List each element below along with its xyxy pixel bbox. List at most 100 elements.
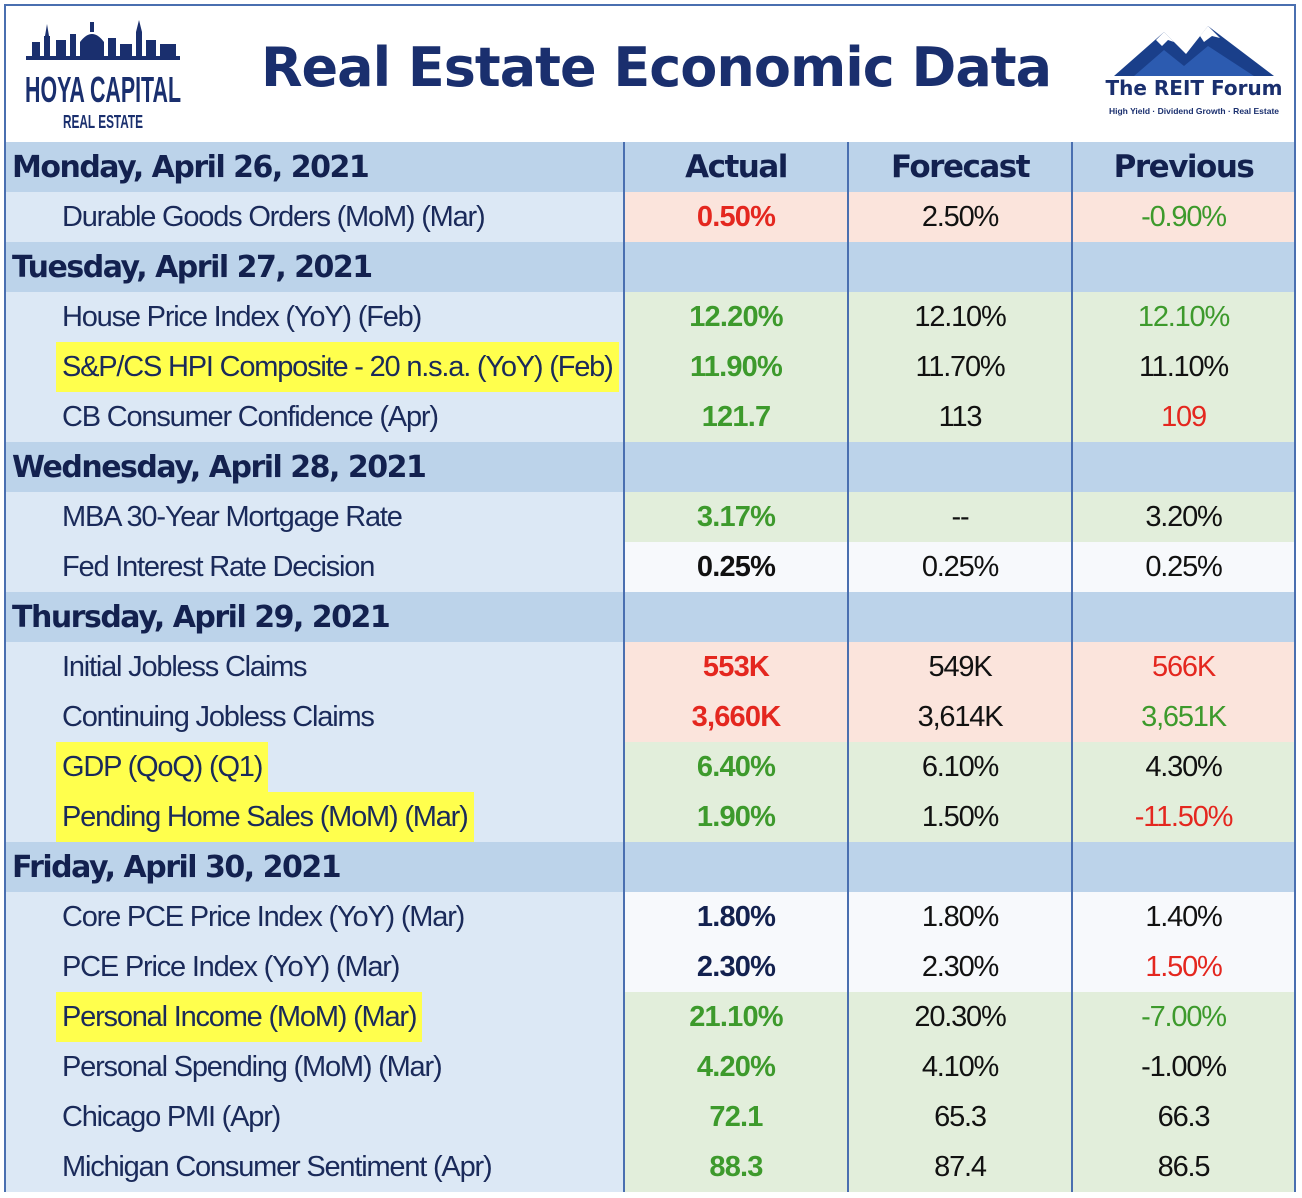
previous-value: 3.20% bbox=[1072, 492, 1294, 542]
previous-value: 86.5 bbox=[1072, 1142, 1294, 1192]
day-label: Friday, April 30, 2021 bbox=[6, 842, 625, 892]
indicator-name: Chicago PMI (Apr) bbox=[6, 1092, 625, 1142]
hoya-capital-logo: HOYA CAPITAL REAL ESTATE bbox=[25, 20, 181, 132]
column-header-forecast: Forecast bbox=[848, 142, 1073, 192]
day-label: Monday, April 26, 2021 bbox=[6, 142, 625, 192]
table-row: Personal Spending (MoM) (Mar) 4.20% 4.10… bbox=[6, 1042, 1294, 1092]
forecast-value: 2.50% bbox=[848, 192, 1073, 242]
forecast-value: -- bbox=[848, 492, 1073, 542]
reit-forum-name: The REIT Forum bbox=[1105, 76, 1283, 100]
table-row: PCE Price Index (YoY) (Mar) 2.30% 2.30% … bbox=[6, 942, 1294, 992]
column-header-actual: Actual bbox=[624, 142, 849, 192]
indicator-name: House Price Index (YoY) (Feb) bbox=[6, 292, 625, 342]
actual-value: 2.30% bbox=[624, 942, 849, 992]
indicator-name: Personal Income (MoM) (Mar) bbox=[6, 992, 625, 1042]
calendar-frame: HOYA CAPITAL REAL ESTATE Real Estate Eco… bbox=[4, 4, 1296, 1192]
indicator-name: Continuing Jobless Claims bbox=[6, 692, 625, 742]
forecast-value: 65.3 bbox=[848, 1092, 1073, 1142]
previous-value: 3,651K bbox=[1072, 692, 1294, 742]
forecast-value: 4.10% bbox=[848, 1042, 1073, 1092]
indicator-name: Initial Jobless Claims bbox=[6, 642, 625, 692]
indicator-name: PCE Price Index (YoY) (Mar) bbox=[6, 942, 625, 992]
previous-value: 1.50% bbox=[1072, 942, 1294, 992]
hoya-logo-line1: HOYA CAPITAL bbox=[25, 69, 181, 110]
forecast-value: 549K bbox=[848, 642, 1073, 692]
day-header-row: Wednesday, April 28, 2021 bbox=[6, 442, 1294, 492]
previous-value: 1.40% bbox=[1072, 892, 1294, 942]
indicator-name: Michigan Consumer Sentiment (Apr) bbox=[6, 1142, 625, 1192]
page-title: Real Estate Economic Data bbox=[260, 36, 1052, 99]
forecast-value: 6.10% bbox=[848, 742, 1073, 792]
table-row: House Price Index (YoY) (Feb) 12.20% 12.… bbox=[6, 292, 1294, 342]
forecast-value: 0.25% bbox=[848, 542, 1073, 592]
day-header-row: Friday, April 30, 2021 bbox=[6, 842, 1294, 892]
actual-value: 1.90% bbox=[624, 792, 849, 842]
indicator-name: Durable Goods Orders (MoM) (Mar) bbox=[6, 192, 625, 242]
previous-value: 66.3 bbox=[1072, 1092, 1294, 1142]
day-header-row: Monday, April 26, 2021 Actual Forecast P… bbox=[6, 142, 1294, 192]
reit-forum-logo: The REIT Forum High Yield · Dividend Gro… bbox=[1104, 20, 1284, 130]
actual-value: 3,660K bbox=[624, 692, 849, 742]
previous-value: 4.30% bbox=[1072, 742, 1294, 792]
table-row: Core PCE Price Index (YoY) (Mar) 1.80% 1… bbox=[6, 892, 1294, 942]
actual-value: 4.20% bbox=[624, 1042, 849, 1092]
actual-value: 72.1 bbox=[624, 1092, 849, 1142]
indicator-name: MBA 30-Year Mortgage Rate bbox=[6, 492, 625, 542]
forecast-value: 12.10% bbox=[848, 292, 1073, 342]
actual-value: 0.25% bbox=[624, 542, 849, 592]
day-label: Thursday, April 29, 2021 bbox=[6, 592, 625, 642]
table-row: Chicago PMI (Apr) 72.1 65.3 66.3 bbox=[6, 1092, 1294, 1142]
day-label: Tuesday, April 27, 2021 bbox=[6, 242, 625, 292]
previous-value: -0.90% bbox=[1072, 192, 1294, 242]
table-row: Michigan Consumer Sentiment (Apr) 88.3 8… bbox=[6, 1142, 1294, 1192]
forecast-value: 113 bbox=[848, 392, 1073, 442]
reit-forum-tagline: High Yield · Dividend Growth · Real Esta… bbox=[1108, 106, 1280, 116]
table-row: MBA 30-Year Mortgage Rate 3.17% -- 3.20% bbox=[6, 492, 1294, 542]
indicator-name: Fed Interest Rate Decision bbox=[6, 542, 625, 592]
actual-value: 11.90% bbox=[624, 342, 849, 392]
actual-value: 121.7 bbox=[624, 392, 849, 442]
mountain-icon bbox=[1114, 26, 1274, 76]
previous-value: -11.50% bbox=[1072, 792, 1294, 842]
forecast-value: 3,614K bbox=[848, 692, 1073, 742]
actual-value: 6.40% bbox=[624, 742, 849, 792]
indicator-name: Pending Home Sales (MoM) (Mar) bbox=[6, 792, 625, 842]
day-header-row: Tuesday, April 27, 2021 bbox=[6, 242, 1294, 292]
indicator-name: Personal Spending (MoM) (Mar) bbox=[6, 1042, 625, 1092]
header: HOYA CAPITAL REAL ESTATE Real Estate Eco… bbox=[6, 6, 1294, 144]
forecast-value: 20.30% bbox=[848, 992, 1073, 1042]
hoya-logo-line2: REAL ESTATE bbox=[63, 112, 143, 132]
table-row: CB Consumer Confidence (Apr) 121.7 113 1… bbox=[6, 392, 1294, 442]
column-header-previous: Previous bbox=[1072, 142, 1294, 192]
indicator-name: CB Consumer Confidence (Apr) bbox=[6, 392, 625, 442]
previous-value: 566K bbox=[1072, 642, 1294, 692]
forecast-value: 87.4 bbox=[848, 1142, 1073, 1192]
forecast-value: 1.50% bbox=[848, 792, 1073, 842]
indicator-name: GDP (QoQ) (Q1) bbox=[6, 742, 625, 792]
table-row: Fed Interest Rate Decision 0.25% 0.25% 0… bbox=[6, 542, 1294, 592]
previous-value: 109 bbox=[1072, 392, 1294, 442]
forecast-value: 2.30% bbox=[848, 942, 1073, 992]
indicator-name: S&P/CS HPI Composite - 20 n.s.a. (YoY) (… bbox=[6, 342, 625, 392]
forecast-value: 11.70% bbox=[848, 342, 1073, 392]
previous-value: -1.00% bbox=[1072, 1042, 1294, 1092]
table-row: Durable Goods Orders (MoM) (Mar) 0.50% 2… bbox=[6, 192, 1294, 242]
forecast-value: 1.80% bbox=[848, 892, 1073, 942]
actual-value: 0.50% bbox=[624, 192, 849, 242]
actual-value: 21.10% bbox=[624, 992, 849, 1042]
previous-value: 11.10% bbox=[1072, 342, 1294, 392]
table-row: Initial Jobless Claims 553K 549K 566K bbox=[6, 642, 1294, 692]
table-row: GDP (QoQ) (Q1) 6.40% 6.10% 4.30% bbox=[6, 742, 1294, 792]
day-header-row: Thursday, April 29, 2021 bbox=[6, 592, 1294, 642]
table-row: Pending Home Sales (MoM) (Mar) 1.90% 1.5… bbox=[6, 792, 1294, 842]
economic-data-table: Monday, April 26, 2021 Actual Forecast P… bbox=[6, 142, 1294, 1192]
actual-value: 12.20% bbox=[624, 292, 849, 342]
actual-value: 1.80% bbox=[624, 892, 849, 942]
previous-value: 0.25% bbox=[1072, 542, 1294, 592]
table-row: Continuing Jobless Claims 3,660K 3,614K … bbox=[6, 692, 1294, 742]
day-label: Wednesday, April 28, 2021 bbox=[6, 442, 625, 492]
table-row: S&P/CS HPI Composite - 20 n.s.a. (YoY) (… bbox=[6, 342, 1294, 392]
indicator-name: Core PCE Price Index (YoY) (Mar) bbox=[6, 892, 625, 942]
actual-value: 553K bbox=[624, 642, 849, 692]
previous-value: -7.00% bbox=[1072, 992, 1294, 1042]
